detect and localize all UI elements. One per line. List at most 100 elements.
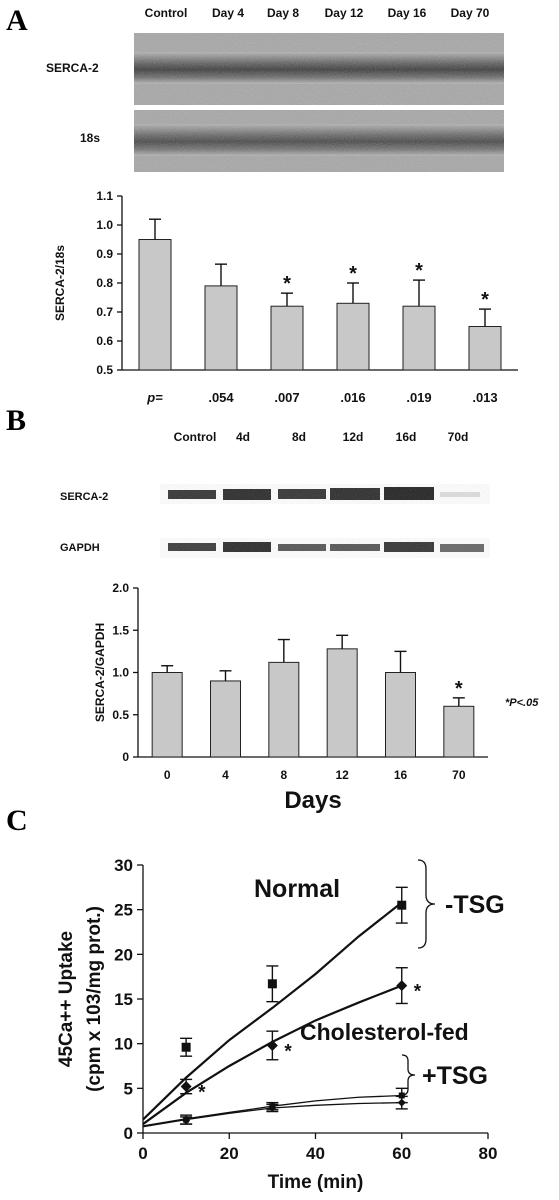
y-tick-label: 1.0 bbox=[112, 666, 129, 680]
y-tick-label: 0 bbox=[122, 750, 129, 764]
bar bbox=[151, 672, 183, 758]
bar bbox=[336, 302, 370, 371]
significance-star: * bbox=[414, 982, 422, 1003]
x-tick-label: 40 bbox=[306, 1144, 325, 1163]
y-axis-label: (cpm x 103/mg prot.) bbox=[84, 906, 105, 1092]
brace-minus-tsg bbox=[417, 859, 436, 949]
lane-label: Control bbox=[145, 6, 188, 20]
significance-star: * bbox=[198, 1083, 206, 1104]
blot-row-label: SERCA-2 bbox=[60, 491, 108, 503]
bar bbox=[210, 680, 241, 758]
lane-label: Day 12 bbox=[325, 6, 364, 20]
data-point bbox=[268, 1103, 277, 1112]
lane-label: Day 70 bbox=[451, 6, 490, 20]
p-value: .019 bbox=[406, 390, 431, 405]
x-tick-label: 8 bbox=[280, 768, 287, 782]
panel-c-letter: C bbox=[6, 804, 28, 837]
y-tick-label: 10 bbox=[114, 1035, 133, 1054]
panel-a-lane-labels: Control Day 4 Day 8 Day 12 Day 16 Day 70 bbox=[145, 6, 490, 20]
y-axis-label: 45Ca++ Uptake bbox=[56, 931, 77, 1067]
significance-star: * bbox=[455, 678, 463, 700]
y-tick-label: 20 bbox=[114, 945, 133, 964]
bar-chart-b: 0 0.5 1.0 1.5 2.0 0 4 8 12 16 * 70 SERCA-2/GAPDH Days bbox=[93, 581, 488, 814]
lane-label: Day 8 bbox=[267, 6, 299, 20]
bar bbox=[270, 305, 304, 371]
x-tick-label: 4 bbox=[222, 768, 229, 782]
x-tick-label: 60 bbox=[392, 1144, 411, 1163]
lane-label: 12d bbox=[343, 430, 364, 444]
lane-label: 70d bbox=[448, 430, 469, 444]
bar bbox=[468, 326, 502, 371]
p-value: .016 bbox=[340, 390, 365, 405]
blot-row-label: SERCA-2 bbox=[46, 61, 99, 75]
panel-b-letter: B bbox=[6, 404, 26, 437]
lane-label: 16d bbox=[396, 430, 417, 444]
y-tick-label: 1.5 bbox=[112, 623, 129, 637]
x-tick-label: 0 bbox=[164, 768, 171, 782]
y-tick-label: 0.7 bbox=[96, 305, 113, 319]
x-axis-label: Time (min) bbox=[268, 1172, 364, 1193]
panel-b-lane-labels: Control 4d 8d 12d 16d 70d bbox=[174, 430, 469, 444]
y-axis-label: SERCA-2/GAPDH bbox=[93, 623, 107, 722]
y-tick-label: 5 bbox=[124, 1079, 133, 1098]
y-tick-label: 0 bbox=[124, 1124, 133, 1143]
x-tick-label: 80 bbox=[479, 1144, 498, 1163]
blot-image-18s bbox=[134, 110, 504, 172]
significance-star: * bbox=[415, 260, 423, 282]
x-tick-label: 0 bbox=[138, 1144, 147, 1163]
p-value: .007 bbox=[274, 390, 299, 405]
curve-label-cholesterol: Cholesterol-fed bbox=[300, 1019, 469, 1045]
panel-a-letter: A bbox=[6, 4, 28, 37]
data-point bbox=[180, 1081, 192, 1093]
blot-image-serca2-b bbox=[160, 484, 490, 504]
y-axis-label: SERCA-2/18s bbox=[53, 245, 67, 321]
y-tick-label: 0.8 bbox=[96, 276, 113, 290]
p-value: .054 bbox=[208, 390, 234, 405]
y-tick-label: 0.9 bbox=[96, 247, 113, 261]
y-tick-label: 0.5 bbox=[96, 363, 113, 377]
p-label: p= bbox=[146, 390, 163, 405]
bar bbox=[402, 305, 436, 371]
group-label-minus-tsg: -TSG bbox=[445, 891, 505, 919]
data-point bbox=[182, 1116, 191, 1125]
curve-label-normal: Normal bbox=[254, 875, 340, 903]
significance-note: *P<.05 bbox=[505, 697, 539, 709]
y-tick-label: 30 bbox=[114, 856, 133, 875]
x-tick-label: 70 bbox=[452, 768, 466, 782]
data-point bbox=[267, 979, 277, 989]
significance-star: * bbox=[349, 263, 357, 285]
blot-row-label: GAPDH bbox=[60, 542, 100, 554]
data-point bbox=[266, 1039, 278, 1051]
bar bbox=[204, 285, 238, 371]
significance-star: * bbox=[283, 273, 291, 295]
blot-image-gapdh bbox=[160, 538, 490, 558]
line-chart-c: 0 5 10 15 20 25 30 0 20 40 60 80 Time (min) 45Ca++ Up… bbox=[56, 856, 505, 1193]
series-line bbox=[142, 901, 403, 1121]
y-tick-label: 15 bbox=[114, 990, 133, 1009]
data-point bbox=[397, 1098, 406, 1107]
bar bbox=[268, 661, 300, 758]
group-label-plus-tsg: +TSG bbox=[422, 1062, 488, 1090]
blot-row-label: 18s bbox=[80, 131, 100, 145]
bar bbox=[138, 239, 172, 371]
significance-star: * bbox=[284, 1041, 292, 1062]
x-tick-label: 12 bbox=[335, 768, 349, 782]
y-tick-label: 0.5 bbox=[112, 708, 129, 722]
p-value: .013 bbox=[472, 390, 497, 405]
x-tick-label: 16 bbox=[394, 768, 408, 782]
lane-label: Control bbox=[174, 430, 217, 444]
x-tick-label: 20 bbox=[220, 1144, 239, 1163]
lane-label: Day 16 bbox=[388, 6, 427, 20]
data-point bbox=[397, 900, 407, 910]
lane-label: 8d bbox=[292, 430, 306, 444]
y-tick-label: 25 bbox=[114, 901, 133, 920]
bar-chart-a: 0.5 0.6 0.7 0.8 0.9 1.0 1.1 * * * * SERCA-2/18s p= .0… bbox=[53, 189, 518, 405]
y-tick-label: 0.6 bbox=[96, 334, 113, 348]
y-tick-label: 1.0 bbox=[96, 218, 113, 232]
y-tick-label: 2.0 bbox=[112, 581, 129, 595]
bar bbox=[385, 672, 416, 758]
bar bbox=[326, 648, 358, 758]
data-point bbox=[396, 980, 408, 992]
data-point bbox=[398, 1092, 405, 1099]
